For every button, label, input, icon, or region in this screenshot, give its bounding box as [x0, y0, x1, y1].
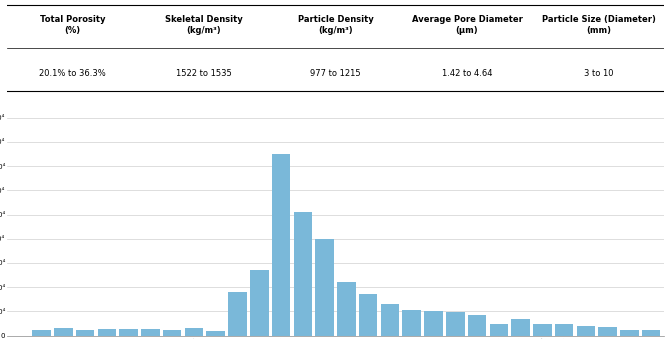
Bar: [642, 330, 660, 336]
Bar: [76, 330, 95, 336]
Bar: [490, 323, 508, 336]
Bar: [294, 212, 312, 336]
Bar: [468, 315, 486, 336]
Bar: [359, 295, 377, 336]
Bar: [403, 310, 421, 336]
Bar: [380, 304, 399, 336]
Bar: [272, 154, 291, 336]
Bar: [207, 331, 225, 336]
Text: Total Porosity
(%): Total Porosity (%): [40, 15, 105, 35]
Bar: [446, 312, 464, 336]
Bar: [54, 328, 72, 336]
Bar: [228, 292, 247, 336]
Bar: [32, 330, 51, 336]
Bar: [163, 330, 181, 336]
Text: Average Pore Diameter
(μm): Average Pore Diameter (μm): [411, 15, 523, 35]
Bar: [337, 282, 356, 336]
Bar: [620, 330, 639, 336]
Bar: [555, 323, 574, 336]
Bar: [511, 319, 530, 336]
Bar: [315, 239, 334, 336]
Text: 20.1% to 36.3%: 20.1% to 36.3%: [39, 69, 106, 78]
Bar: [141, 329, 160, 336]
Bar: [97, 329, 116, 336]
Bar: [119, 329, 138, 336]
Bar: [424, 312, 443, 336]
Bar: [533, 323, 552, 336]
Text: 1522 to 1535: 1522 to 1535: [176, 69, 232, 78]
Text: 3 to 10: 3 to 10: [584, 69, 613, 78]
Text: Particle Density
(kg/m³): Particle Density (kg/m³): [298, 15, 373, 35]
Bar: [576, 326, 595, 336]
Text: 1.42 to 4.64: 1.42 to 4.64: [442, 69, 493, 78]
Bar: [599, 327, 617, 336]
Text: 977 to 1215: 977 to 1215: [310, 69, 361, 78]
Bar: [185, 328, 203, 336]
Text: Particle Size (Diameter)
(mm): Particle Size (Diameter) (mm): [541, 15, 656, 35]
Bar: [250, 270, 268, 336]
Text: Skeletal Density
(kg/m³): Skeletal Density (kg/m³): [165, 15, 243, 35]
